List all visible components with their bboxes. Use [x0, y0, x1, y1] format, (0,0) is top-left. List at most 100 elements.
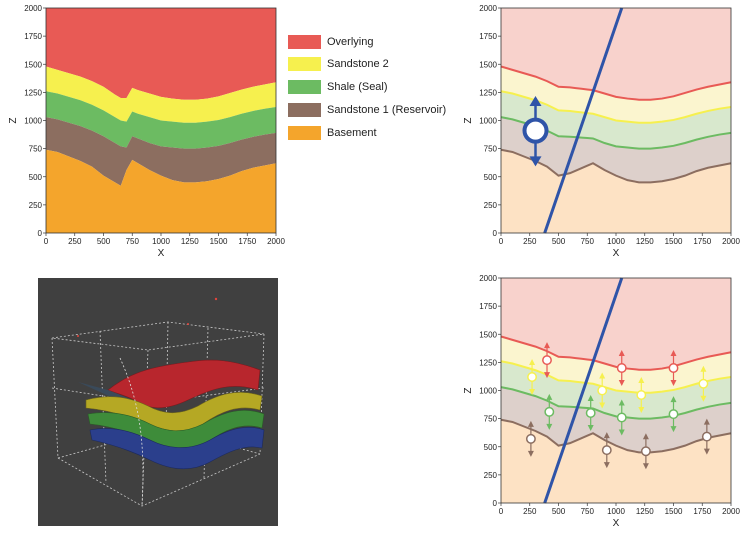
control-point-arrow-up: [599, 372, 606, 379]
bottom-layer-sandstone1: [501, 387, 731, 453]
control-point-sandstone2: [698, 378, 709, 389]
legend-item-sandstone2: Sandstone 2: [288, 57, 389, 71]
top-y-tick-label: 1500: [479, 60, 497, 69]
control-point-arrow-down: [527, 450, 534, 457]
control-point-arrow-down: [670, 426, 677, 433]
model-x-tick-label: 0: [44, 237, 49, 246]
control-point-arrow-down: [670, 380, 677, 386]
control-point-arrow-down: [618, 429, 625, 436]
well-marker: [522, 117, 549, 144]
top-y-tick-label: 1000: [479, 117, 497, 126]
legend-swatch-shale: [288, 80, 321, 94]
model-x-axis-label: X: [158, 248, 165, 259]
control-point-arrow-up: [546, 393, 553, 400]
control-point-sandstone1: [525, 433, 536, 444]
bottom-x-tick-label: 1000: [607, 507, 625, 516]
model-layer-sandstone2: [46, 66, 276, 123]
model-x-tick-label: 1750: [238, 237, 256, 246]
control-point-arrow-up: [603, 432, 610, 439]
top-y-tick-label: 1750: [479, 32, 497, 41]
legend-item-shale: Shale (Seal): [288, 80, 388, 94]
legend: Overlying Sandstone 2 Shale (Seal) Sands…: [288, 30, 463, 150]
legend-item-basement: Basement: [288, 126, 377, 140]
top-y-tick-label: 750: [484, 145, 498, 154]
model-y-tick-label: 1250: [24, 88, 42, 97]
bottom-y-tick-label: 750: [484, 415, 498, 424]
legend-item-sandstone1: Sandstone 1 (Reservoir): [288, 103, 446, 117]
geological-model-svg: 0 250 500 750 1000 1250 1500 1750 2000 0 250 500 750…: [8, 4, 285, 259]
model-y-tick-label: 250: [29, 201, 43, 210]
control-point-sandstone1: [701, 431, 712, 442]
model-x-tick-label: 500: [97, 237, 111, 246]
model-y-tick-label: 1500: [24, 60, 42, 69]
surface-sandstone1: [89, 427, 265, 470]
model-x-tick-label: 750: [126, 237, 140, 246]
top-y-tick-label: 2000: [479, 4, 497, 13]
control-points-schematic-svg: 0 250 500 750 1000 1250 1500 1750 2000 0 250 500 750…: [463, 274, 740, 529]
top-layer-basement: [501, 149, 731, 233]
control-point-overlying: [668, 363, 679, 373]
well-arrow-down-head: [529, 156, 542, 167]
bottom-y-tick-label: 0: [493, 499, 498, 508]
top-fault-line: [543, 7, 624, 234]
model-y-tick-label: 2000: [24, 4, 42, 13]
top-y-axis-label: Z: [463, 117, 474, 123]
control-point-arrow-down: [529, 389, 536, 395]
legend-swatch-overlying: [288, 35, 321, 49]
top-x-tick-label: 1750: [693, 237, 711, 246]
top-x-axis-label: X: [613, 248, 620, 259]
control-point-arrow-down: [618, 380, 625, 386]
legend-label-overlying: Overlying: [327, 36, 374, 48]
bottom-boundary-shale: [500, 386, 732, 420]
model-y-tick-label: 0: [38, 229, 43, 238]
control-point-shale: [585, 408, 596, 418]
control-point-arrow-up: [670, 396, 677, 403]
control-point-arrow-down: [703, 448, 710, 455]
bottom-x-tick-label: 250: [523, 507, 537, 516]
control-point-sandstone1: [640, 446, 651, 457]
bottom-y-tick-label: 1750: [479, 302, 497, 311]
control-point-arrow-down: [638, 407, 645, 413]
bottom-y-tick-label: 1250: [479, 358, 497, 367]
top-x-tick-label: 250: [523, 237, 537, 246]
bottom-y-tick-label: 250: [484, 471, 498, 480]
control-point-arrow-up: [618, 350, 625, 356]
top-layer-overlying: [501, 8, 731, 100]
control-point-arrow-down: [599, 402, 606, 409]
control-point-arrow-up: [529, 359, 536, 365]
geological-model-chart: 0 250 500 750 1000 1250 1500 1750 2000 0 250 500 750…: [0, 0, 290, 270]
top-y-tick-label: 0: [493, 229, 498, 238]
model-x-tick-label: 250: [68, 237, 82, 246]
control-point-sandstone2: [636, 390, 647, 400]
bottom-y-tick-label: 2000: [479, 274, 497, 283]
model-layer-overlying: [46, 8, 276, 100]
control-point-shale: [544, 406, 555, 417]
control-point-arrow-down: [546, 423, 553, 430]
bottom-x-tick-label: 500: [552, 507, 566, 516]
model-x-tick-label: 1250: [181, 237, 199, 246]
control-point-arrow-up: [527, 420, 534, 427]
bottom-x-tick-label: 0: [499, 507, 504, 516]
legend-swatch-sandstone2: [288, 57, 321, 71]
bottom-layer-basement: [501, 419, 731, 503]
bottom-y-tick-label: 500: [484, 443, 498, 452]
control-points-schematic: 0 250 500 750 1000 1250 1500 1750 2000 0 250 500 750…: [455, 270, 745, 542]
control-point-shale: [668, 409, 679, 420]
bottom-fault-line: [543, 277, 624, 504]
control-point-overlying: [616, 363, 627, 373]
control-point-sandstone2: [597, 385, 608, 396]
top-layer-shale: [501, 91, 731, 149]
top-x-tick-label: 500: [552, 237, 566, 246]
top-boundary-sandstone1: [500, 148, 732, 184]
model-y-tick-label: 1750: [24, 32, 42, 41]
control-point-shale: [616, 412, 627, 423]
top-y-tick-label: 500: [484, 173, 498, 182]
control-point-arrow-down: [603, 462, 610, 469]
legend-swatch-sandstone1: [288, 103, 321, 117]
control-point-arrow-down: [700, 395, 707, 402]
bottom-y-axis-label: Z: [463, 387, 474, 393]
model-layer-basement: [46, 149, 276, 233]
model-x-tick-label: 1000: [152, 237, 170, 246]
bottom-x-tick-label: 750: [581, 507, 595, 516]
control-point-arrow-up: [587, 395, 594, 401]
